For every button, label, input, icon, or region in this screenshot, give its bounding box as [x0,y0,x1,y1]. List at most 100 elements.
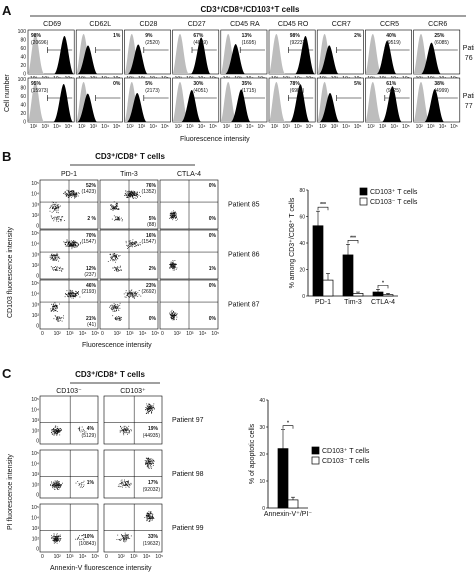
y-tick-label: 10² [32,428,40,434]
x-tick-label: 10⁵ [113,124,121,130]
event-dot [53,484,54,485]
event-dot [61,270,63,272]
event-dot [72,241,74,243]
event-dot [116,306,117,308]
significance-bracket [282,425,294,429]
event-dot [133,195,135,196]
event-dot [56,307,58,309]
event-dot [174,314,176,316]
x-tick-label: 10⁵ [161,124,169,130]
event-dot [70,293,72,295]
event-dot [53,434,55,436]
marker-label-6: CCR7 [332,21,351,28]
histogram-percent: 1% [113,33,121,39]
event-dot [130,194,132,196]
event-dot [153,517,154,519]
event-dot [53,202,54,203]
histogram-1-3: 30%(4051)10² 10³ 10⁴ 10⁵ [172,77,220,130]
isotype-histogram [365,34,382,74]
y-tick-label: 100 [18,77,27,83]
event-dot [150,468,152,469]
event-dot [170,312,172,314]
event-dot [53,254,55,255]
event-dot [54,259,56,261]
event-dot [56,305,57,306]
chart-y-label: % among CD3⁺/CD8⁺ T cells [289,197,296,288]
significance-bracket [377,285,389,289]
event-dot [63,317,64,319]
dotplot-2-1: 23%(2692)0%0 10² 10³ 10⁴ 10⁵ [99,279,159,337]
event-dot [134,192,136,194]
lower-percent: 21% [86,316,97,322]
marker-label-1: CD62L [89,21,111,28]
event-dot [174,214,175,216]
event-dot [56,536,58,537]
event-dot [150,406,151,408]
y-tick-label: 10⁵ [31,181,39,187]
event-dot [126,534,128,535]
x-tick-label: 10⁵ [209,124,217,130]
event-dot [119,255,121,256]
event-dot [126,430,128,431]
event-dot [56,255,57,256]
event-dot [169,264,170,265]
quadrant-mfi: (92032) [143,487,161,493]
event-dot [71,297,73,299]
event-dot [111,308,112,310]
event-dot [53,220,55,222]
event-dot [118,316,120,318]
event-dot [53,428,54,429]
event-dot [56,434,58,436]
event-dot [56,320,58,321]
event-dot [147,461,149,463]
event-dot [127,195,129,196]
y-tick-label: 0 [36,493,39,499]
event-dot [130,196,132,198]
x-tick-label: 10⁴ [198,124,206,130]
marker-label-3: CD27 [188,21,206,28]
event-dot [53,535,55,537]
event-dot [119,319,121,321]
event-dot [148,461,150,463]
event-dot [117,208,119,210]
event-dot [58,269,60,271]
event-dot [131,292,133,294]
event-dot [113,207,114,209]
event-dot [52,487,53,489]
event-dot [133,295,135,296]
event-dot [121,217,122,219]
y-tick-label: 10² [32,482,40,488]
event-dot [56,538,57,540]
x-tick-label: 10⁵ [257,124,265,130]
event-dot [76,242,78,244]
event-dot [148,467,150,469]
panel-a-y-label: Cell number [4,74,11,112]
event-dot [61,218,62,220]
event-dot [117,218,119,220]
event-dot [119,483,121,484]
event-dot [80,538,82,540]
lower-percent: 0% [209,216,217,222]
event-dot [54,480,56,482]
y-tick-label: 40 [20,102,26,108]
event-dot [59,484,61,486]
event-dot [54,433,56,435]
y-tick-label: 10⁵ [31,397,39,403]
y-tick-label: 0 [36,439,39,445]
event-dot [170,214,171,216]
event-dot [173,317,175,318]
event-dot [146,512,148,514]
event-dot [53,203,55,205]
event-dot [69,240,71,242]
event-dot [68,292,70,293]
event-dot [123,537,125,539]
event-dot [147,463,149,465]
event-dot [134,242,135,244]
event-dot [121,317,122,319]
event-dot [132,239,134,241]
event-dot [172,312,174,313]
event-dot [147,406,149,408]
y-tick-label: 20 [20,63,26,69]
event-dot [68,292,70,294]
